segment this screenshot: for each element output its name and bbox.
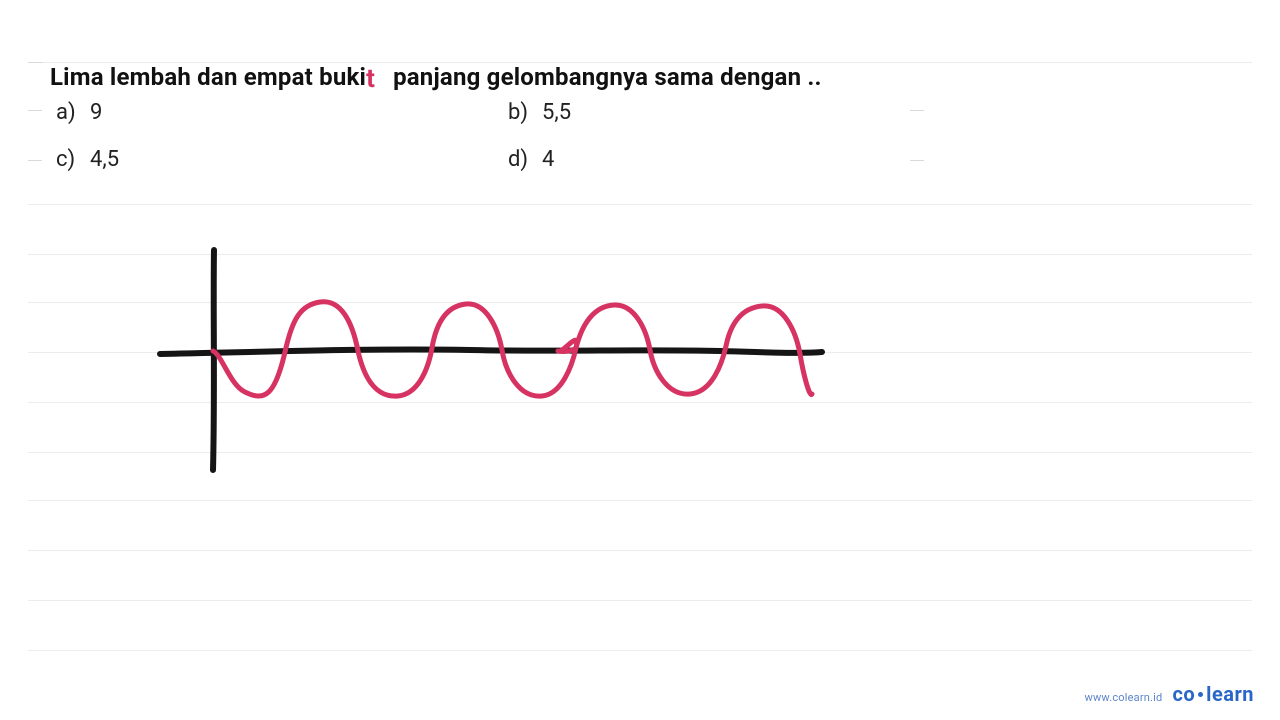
option-value: 9 — [90, 100, 102, 125]
brand-right: learn — [1206, 682, 1254, 706]
footer-url: www.colearn.id — [1085, 691, 1163, 704]
option-value: 5,5 — [542, 100, 571, 125]
option-label: b) — [508, 100, 532, 125]
brand-logo: colearn — [1172, 682, 1254, 706]
options-grid: a) 9 b) 5,5 c) 4,5 d) 4 — [56, 100, 936, 172]
option-value: 4 — [542, 147, 554, 172]
option-c[interactable]: c) 4,5 — [56, 147, 484, 172]
question-overlay-letter: t — [366, 64, 375, 94]
option-label: d) — [508, 147, 532, 172]
wave-diagram — [0, 220, 1280, 520]
brand-dot-icon — [1198, 692, 1203, 697]
brand-left: co — [1172, 682, 1195, 706]
question-text-before: Lima lembah dan empat buki — [50, 63, 366, 91]
footer: www.colearn.id colearn — [1085, 682, 1255, 706]
option-label: c) — [56, 147, 80, 172]
option-label: a) — [56, 100, 80, 125]
option-a[interactable]: a) 9 — [56, 100, 484, 125]
question-block: Lima lembah dan empat bukit panjang gelom… — [50, 62, 1230, 92]
option-b[interactable]: b) 5,5 — [508, 100, 936, 125]
question-text-after: panjang gelombangnya sama dengan .. — [393, 63, 822, 91]
option-d[interactable]: d) 4 — [508, 147, 936, 172]
y-axis — [213, 250, 214, 470]
option-value: 4,5 — [90, 147, 119, 172]
